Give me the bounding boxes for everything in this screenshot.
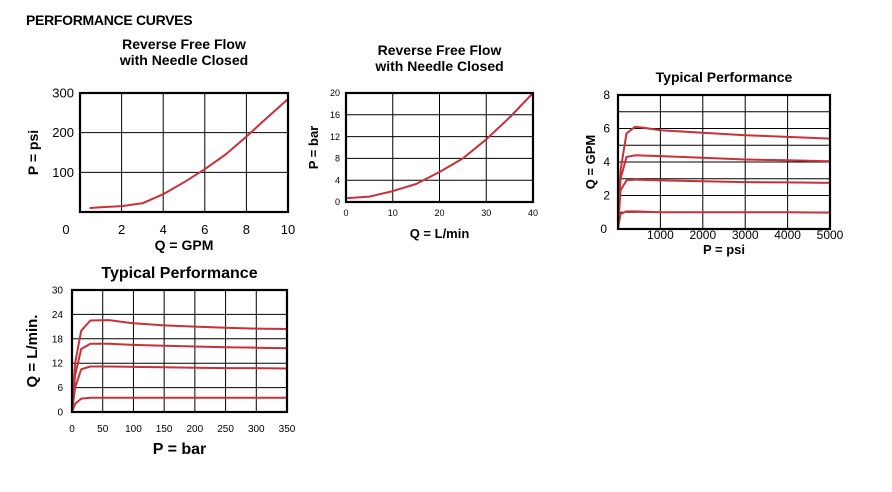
chart3-y-tick-label: 0 bbox=[600, 222, 607, 236]
chart2-x-tick-label: 10 bbox=[388, 208, 398, 218]
chart4-series-1-line bbox=[71, 342, 288, 413]
chart1-y-axis-label: P = psi bbox=[25, 130, 41, 175]
chart2-x-tick-label: 30 bbox=[481, 208, 491, 218]
chart3-x-tick-label: 3000 bbox=[732, 228, 759, 242]
chart3-x-tick-label: 4000 bbox=[774, 228, 801, 242]
chart3-series-3-line bbox=[617, 210, 831, 230]
chart4-y-tick-label: 24 bbox=[52, 310, 64, 321]
chart1-x-tick-label: 4 bbox=[160, 222, 167, 237]
chart3-title: Typical Performance bbox=[656, 69, 793, 85]
chart3-series-1-line bbox=[617, 154, 831, 230]
chart1-plot-frame bbox=[78, 91, 290, 214]
chart4-x-tick-label: 300 bbox=[248, 424, 265, 435]
chart3-y-tick-label: 6 bbox=[603, 122, 610, 136]
chart4-plot-frame bbox=[70, 288, 289, 414]
chart1-x-axis-label: Q = GPM bbox=[155, 237, 214, 253]
chart4-y-tick-label: 30 bbox=[52, 286, 64, 297]
chart4-x-tick-label: 0 bbox=[69, 424, 75, 435]
chart1-x-tick-label: 6 bbox=[201, 222, 208, 237]
chart2-y-axis-label: P = bar bbox=[306, 126, 321, 169]
chart3-series-0-line bbox=[617, 125, 831, 230]
chart4-x-tick-label: 350 bbox=[279, 424, 296, 435]
chart1-y-tick-label: 300 bbox=[52, 86, 74, 101]
chart4-series-3-line bbox=[71, 396, 288, 413]
chart2-y-tick-label: 20 bbox=[330, 88, 340, 98]
chart3-y-tick-label: 2 bbox=[603, 189, 610, 203]
chart1-x-tick-label: 10 bbox=[281, 222, 295, 237]
chart3-series-2-line bbox=[617, 178, 831, 230]
chart2-y-tick-label: 8 bbox=[335, 154, 340, 164]
chart3-x-tick-label: 5000 bbox=[817, 228, 844, 242]
chart4-x-tick-label: 250 bbox=[217, 424, 234, 435]
chart4-x-tick-label: 200 bbox=[187, 424, 204, 435]
chart2-x-axis-label: Q = L/min bbox=[410, 226, 470, 241]
chart1-y-tick-label: 200 bbox=[52, 125, 74, 140]
chart1-x-tick-label: 2 bbox=[118, 222, 125, 237]
chart4-title: Typical Performance bbox=[101, 265, 257, 282]
chart2-plot-frame bbox=[344, 91, 535, 204]
chart2-y-tick-label: 12 bbox=[330, 132, 340, 142]
chart4-y-tick-label: 12 bbox=[52, 359, 64, 370]
chart3-y-tick-label: 4 bbox=[603, 155, 610, 169]
chart3-y-axis-label: Q = GPM bbox=[583, 135, 598, 190]
chart2-y-tick-label: 16 bbox=[330, 110, 340, 120]
chart2-x-tick-label: 20 bbox=[434, 208, 444, 218]
chart3-x-tick-label: 1000 bbox=[647, 228, 674, 242]
chart4-x-tick-label: 100 bbox=[125, 424, 142, 435]
chart4-y-tick-label: 0 bbox=[57, 408, 63, 419]
chart3-x-axis-label: P = psi bbox=[703, 242, 745, 257]
chart2-series-0-line bbox=[345, 92, 534, 200]
chart2-y-tick-label: 4 bbox=[335, 175, 340, 185]
chart4-series-2-line bbox=[71, 365, 288, 413]
chart3-group: Typical Performance 1000 2000 3000 4000 5000 0… bbox=[583, 69, 844, 257]
chart3-y-tick-label: 8 bbox=[603, 88, 610, 102]
chart4-y-tick-label: 18 bbox=[52, 334, 64, 345]
chart1-title: Reverse Free Flow bbox=[122, 36, 246, 52]
chart3-x-tick-label: 2000 bbox=[689, 228, 716, 242]
page-heading: PERFORMANCE CURVES bbox=[26, 12, 193, 28]
chart4-x-axis-label: P = bar bbox=[153, 441, 207, 458]
chart1-series-0-line bbox=[89, 98, 289, 209]
chart1-title: with Needle Closed bbox=[119, 52, 248, 68]
chart2-title: with Needle Closed bbox=[374, 58, 503, 74]
chart1-x-tick-label: 0 bbox=[62, 222, 69, 237]
chart4-y-axis-label: Q = L/min. bbox=[24, 315, 41, 388]
chart2-x-tick-label: 0 bbox=[343, 208, 348, 218]
chart2-y-tick-label: 0 bbox=[335, 197, 340, 207]
chart4-series-0-line bbox=[71, 319, 288, 413]
chart3-plot-frame bbox=[616, 93, 832, 231]
chart2-title: Reverse Free Flow bbox=[378, 42, 502, 58]
chart2-x-tick-label: 40 bbox=[528, 208, 538, 218]
chart1-y-tick-label: 100 bbox=[52, 165, 74, 180]
chart4-y-tick-label: 6 bbox=[57, 383, 63, 394]
chart4-x-tick-label: 50 bbox=[97, 424, 109, 435]
chart4-x-tick-label: 150 bbox=[156, 424, 173, 435]
chart1-x-tick-label: 8 bbox=[243, 222, 250, 237]
